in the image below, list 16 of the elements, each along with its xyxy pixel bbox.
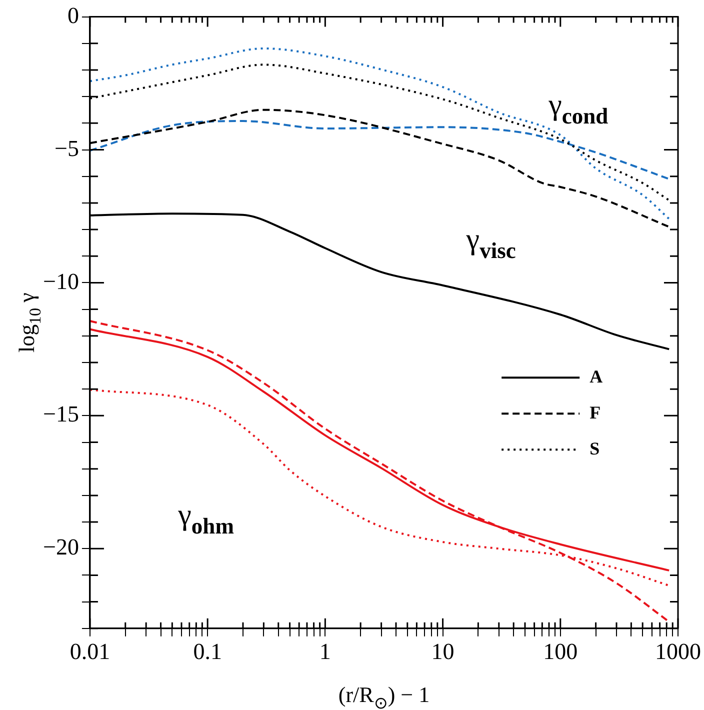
x-tick-label: 10 bbox=[431, 639, 454, 664]
y-axis-title: log10 γ bbox=[14, 292, 45, 353]
legend-label: A bbox=[590, 366, 603, 386]
y-tick-label: −15 bbox=[42, 402, 79, 427]
legend-label: S bbox=[590, 438, 600, 458]
legend-label: F bbox=[590, 402, 601, 422]
x-tick-label: 1000 bbox=[655, 639, 701, 664]
x-tick-label: 0.1 bbox=[193, 639, 222, 664]
y-tick-label: −5 bbox=[54, 136, 79, 161]
y-tick-label: −20 bbox=[42, 534, 79, 560]
y-tick-label: 0 bbox=[67, 2, 79, 28]
x-tick-label: 1 bbox=[319, 639, 331, 664]
x-tick-label: 100 bbox=[543, 639, 578, 664]
x-tick-label: 0.01 bbox=[70, 639, 110, 664]
y-tick-label: −10 bbox=[42, 268, 79, 294]
x-axis-title: (r/R⊙) − 1 bbox=[338, 682, 430, 710]
